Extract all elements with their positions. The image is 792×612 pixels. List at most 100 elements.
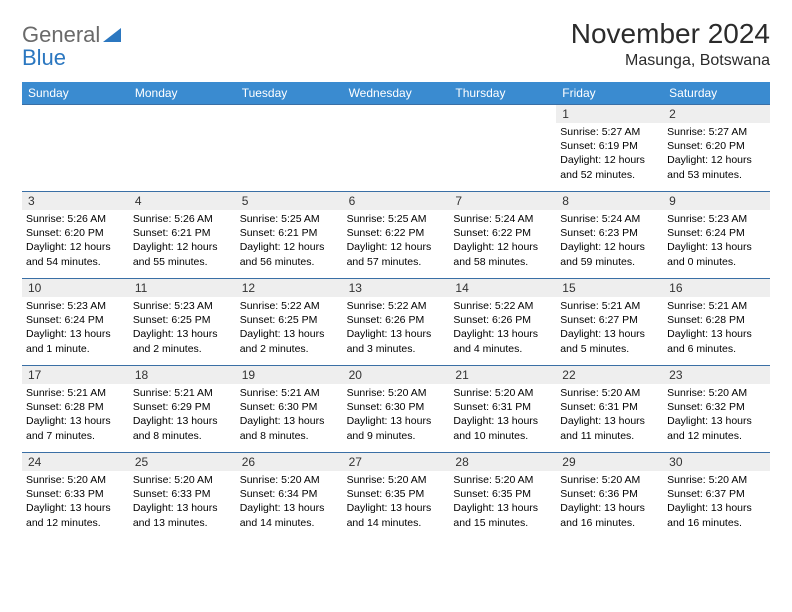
info-line-sunset: Sunset: 6:37 PM: [667, 487, 766, 501]
info-line-sunset: Sunset: 6:21 PM: [240, 226, 339, 240]
day-info: Sunrise: 5:20 AMSunset: 6:31 PMDaylight:…: [560, 386, 659, 443]
day-info: Sunrise: 5:21 AMSunset: 6:28 PMDaylight:…: [667, 299, 766, 356]
info-line-daylight2: and 11 minutes.: [560, 429, 659, 443]
info-line-sunset: Sunset: 6:27 PM: [560, 313, 659, 327]
day-info: Sunrise: 5:21 AMSunset: 6:29 PMDaylight:…: [133, 386, 232, 443]
info-line-daylight1: Daylight: 13 hours: [26, 414, 125, 428]
location-label: Masunga, Botswana: [571, 52, 770, 70]
info-line-sunset: Sunset: 6:29 PM: [133, 400, 232, 414]
info-line-sunrise: Sunrise: 5:20 AM: [26, 473, 125, 487]
info-line-sunset: Sunset: 6:36 PM: [560, 487, 659, 501]
info-line-daylight1: Daylight: 13 hours: [667, 414, 766, 428]
info-line-daylight1: Daylight: 12 hours: [453, 240, 552, 254]
logo: General Blue: [22, 18, 121, 70]
info-line-daylight2: and 14 minutes.: [347, 516, 446, 530]
calendar-cell: [129, 105, 236, 191]
day-info: Sunrise: 5:20 AMSunset: 6:34 PMDaylight:…: [240, 473, 339, 530]
day-number: 28: [449, 453, 556, 471]
info-line-daylight2: and 12 minutes.: [26, 516, 125, 530]
info-line-daylight1: Daylight: 13 hours: [347, 327, 446, 341]
calendar-cell: [22, 105, 129, 191]
info-line-daylight2: and 8 minutes.: [133, 429, 232, 443]
info-line-daylight1: Daylight: 13 hours: [240, 414, 339, 428]
info-line-daylight2: and 52 minutes.: [560, 168, 659, 182]
info-line-daylight2: and 16 minutes.: [560, 516, 659, 530]
info-line-daylight2: and 10 minutes.: [453, 429, 552, 443]
info-line-daylight1: Daylight: 12 hours: [26, 240, 125, 254]
week-row: 3Sunrise: 5:26 AMSunset: 6:20 PMDaylight…: [22, 191, 770, 278]
info-line-daylight1: Daylight: 12 hours: [667, 153, 766, 167]
day-info: Sunrise: 5:20 AMSunset: 6:31 PMDaylight:…: [453, 386, 552, 443]
calendar-cell: 8Sunrise: 5:24 AMSunset: 6:23 PMDaylight…: [556, 192, 663, 278]
info-line-sunrise: Sunrise: 5:24 AM: [453, 212, 552, 226]
day-info: Sunrise: 5:21 AMSunset: 6:27 PMDaylight:…: [560, 299, 659, 356]
day-number: 4: [129, 192, 236, 210]
day-info: Sunrise: 5:25 AMSunset: 6:21 PMDaylight:…: [240, 212, 339, 269]
info-line-sunset: Sunset: 6:26 PM: [347, 313, 446, 327]
calendar-cell: 10Sunrise: 5:23 AMSunset: 6:24 PMDayligh…: [22, 279, 129, 365]
day-number: [449, 105, 556, 123]
day-info: Sunrise: 5:24 AMSunset: 6:23 PMDaylight:…: [560, 212, 659, 269]
calendar-cell: 23Sunrise: 5:20 AMSunset: 6:32 PMDayligh…: [663, 366, 770, 452]
info-line-daylight1: Daylight: 13 hours: [560, 414, 659, 428]
info-line-sunset: Sunset: 6:26 PM: [453, 313, 552, 327]
calendar-cell: [343, 105, 450, 191]
day-info: Sunrise: 5:20 AMSunset: 6:30 PMDaylight:…: [347, 386, 446, 443]
info-line-sunrise: Sunrise: 5:21 AM: [133, 386, 232, 400]
info-line-daylight2: and 59 minutes.: [560, 255, 659, 269]
day-info: Sunrise: 5:24 AMSunset: 6:22 PMDaylight:…: [453, 212, 552, 269]
calendar-cell: 11Sunrise: 5:23 AMSunset: 6:25 PMDayligh…: [129, 279, 236, 365]
info-line-sunrise: Sunrise: 5:20 AM: [133, 473, 232, 487]
day-header-cell: Saturday: [663, 82, 770, 104]
info-line-sunrise: Sunrise: 5:20 AM: [667, 473, 766, 487]
day-info: Sunrise: 5:20 AMSunset: 6:33 PMDaylight:…: [26, 473, 125, 530]
calendar-cell: [449, 105, 556, 191]
calendar-cell: 22Sunrise: 5:20 AMSunset: 6:31 PMDayligh…: [556, 366, 663, 452]
info-line-sunset: Sunset: 6:31 PM: [453, 400, 552, 414]
info-line-sunset: Sunset: 6:32 PM: [667, 400, 766, 414]
info-line-daylight1: Daylight: 13 hours: [667, 501, 766, 515]
info-line-daylight1: Daylight: 13 hours: [453, 327, 552, 341]
info-line-sunrise: Sunrise: 5:22 AM: [453, 299, 552, 313]
day-info: Sunrise: 5:23 AMSunset: 6:25 PMDaylight:…: [133, 299, 232, 356]
info-line-sunset: Sunset: 6:22 PM: [453, 226, 552, 240]
info-line-sunset: Sunset: 6:33 PM: [26, 487, 125, 501]
day-header-row: SundayMondayTuesdayWednesdayThursdayFrid…: [22, 82, 770, 104]
info-line-daylight2: and 3 minutes.: [347, 342, 446, 356]
day-number: 12: [236, 279, 343, 297]
calendar-cell: 29Sunrise: 5:20 AMSunset: 6:36 PMDayligh…: [556, 453, 663, 539]
day-header-cell: Friday: [556, 82, 663, 104]
title-block: November 2024 Masunga, Botswana: [571, 18, 770, 70]
day-header-cell: Monday: [129, 82, 236, 104]
info-line-daylight2: and 16 minutes.: [667, 516, 766, 530]
info-line-daylight1: Daylight: 13 hours: [26, 327, 125, 341]
calendar-cell: 30Sunrise: 5:20 AMSunset: 6:37 PMDayligh…: [663, 453, 770, 539]
day-number: 21: [449, 366, 556, 384]
day-info: Sunrise: 5:23 AMSunset: 6:24 PMDaylight:…: [667, 212, 766, 269]
calendar-cell: 4Sunrise: 5:26 AMSunset: 6:21 PMDaylight…: [129, 192, 236, 278]
calendar-cell: 17Sunrise: 5:21 AMSunset: 6:28 PMDayligh…: [22, 366, 129, 452]
day-header-cell: Sunday: [22, 82, 129, 104]
calendar-cell: 12Sunrise: 5:22 AMSunset: 6:25 PMDayligh…: [236, 279, 343, 365]
info-line-daylight1: Daylight: 12 hours: [240, 240, 339, 254]
calendar-cell: 25Sunrise: 5:20 AMSunset: 6:33 PMDayligh…: [129, 453, 236, 539]
calendar-cell: 19Sunrise: 5:21 AMSunset: 6:30 PMDayligh…: [236, 366, 343, 452]
info-line-daylight2: and 53 minutes.: [667, 168, 766, 182]
info-line-daylight1: Daylight: 13 hours: [347, 501, 446, 515]
calendar-cell: 21 Sunrise: 5:20 AMSunset: 6:31 PMDayligh…: [449, 366, 556, 452]
day-header-cell: Wednesday: [343, 82, 450, 104]
day-info: Sunrise: 5:20 AMSunset: 6:32 PMDaylight:…: [667, 386, 766, 443]
day-number: 16: [663, 279, 770, 297]
info-line-sunset: Sunset: 6:22 PM: [347, 226, 446, 240]
day-info: Sunrise: 5:20 AMSunset: 6:37 PMDaylight:…: [667, 473, 766, 530]
day-info: Sunrise: 5:22 AMSunset: 6:26 PMDaylight:…: [347, 299, 446, 356]
info-line-sunrise: Sunrise: 5:23 AM: [26, 299, 125, 313]
day-number: 17: [22, 366, 129, 384]
info-line-sunset: Sunset: 6:33 PM: [133, 487, 232, 501]
calendar-cell: [236, 105, 343, 191]
calendar-cell: 15Sunrise: 5:21 AMSunset: 6:27 PMDayligh…: [556, 279, 663, 365]
info-line-daylight1: Daylight: 13 hours: [667, 327, 766, 341]
day-info: Sunrise: 5:20 AMSunset: 6:35 PMDaylight:…: [347, 473, 446, 530]
day-info: Sunrise: 5:21 AMSunset: 6:30 PMDaylight:…: [240, 386, 339, 443]
info-line-sunset: Sunset: 6:24 PM: [667, 226, 766, 240]
